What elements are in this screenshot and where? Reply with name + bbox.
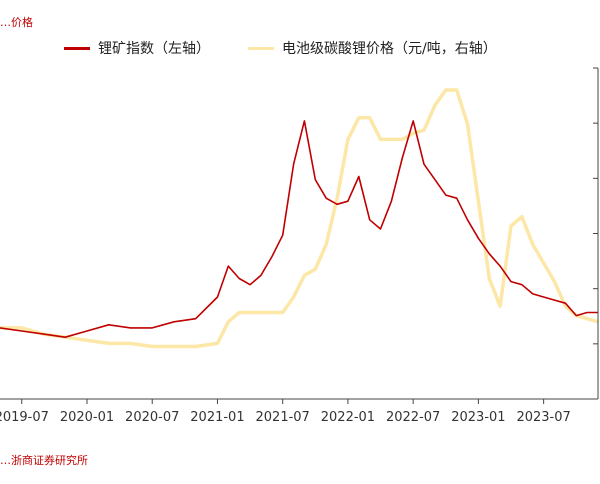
legend-swatch-lithium-carbonate-price	[248, 46, 274, 50]
legend-item-lithium-mine-index: 锂矿指数（左轴）	[64, 38, 210, 58]
series-line-lithium-mine-index	[0, 120, 598, 338]
x-tick-label: 2021-01	[190, 410, 244, 425]
series-layer	[0, 88, 599, 349]
x-tick-label: 2023-07	[516, 410, 570, 425]
x-tick-label: 2022-01	[321, 410, 375, 425]
x-tick-label: 2023-01	[451, 410, 505, 425]
legend-swatch-lithium-mine-index	[64, 46, 90, 50]
x-tick-label: 2020-07	[125, 410, 179, 425]
chart-top-note: …价格	[0, 16, 33, 29]
x-tick-label: 2019-07	[0, 410, 49, 425]
x-axis-ticks: 2019-07 2020-01 2020-07 2021-01 2021-07 2022-…	[0, 399, 571, 425]
x-tick-label: 2022-07	[386, 410, 440, 425]
x-tick-label: 2021-07	[256, 410, 310, 425]
legend-label-lithium-mine-index: 锂矿指数（左轴）	[98, 41, 210, 57]
chart-source-note: …浙商证券研究所	[0, 454, 88, 467]
legend-label-lithium-carbonate-price: 电池级碳酸锂价格（元/吨，右轴）	[282, 41, 497, 57]
right-y-axis-ticks	[593, 67, 598, 400]
series-line-lithium-carbonate-price	[0, 88, 599, 349]
chart-legend: 锂矿指数（左轴） 电池级碳酸锂价格（元/吨，右轴）	[0, 38, 600, 58]
legend-item-lithium-carbonate-price: 电池级碳酸锂价格（元/吨，右轴）	[248, 38, 497, 58]
x-tick-label: 2020-01	[60, 410, 114, 425]
